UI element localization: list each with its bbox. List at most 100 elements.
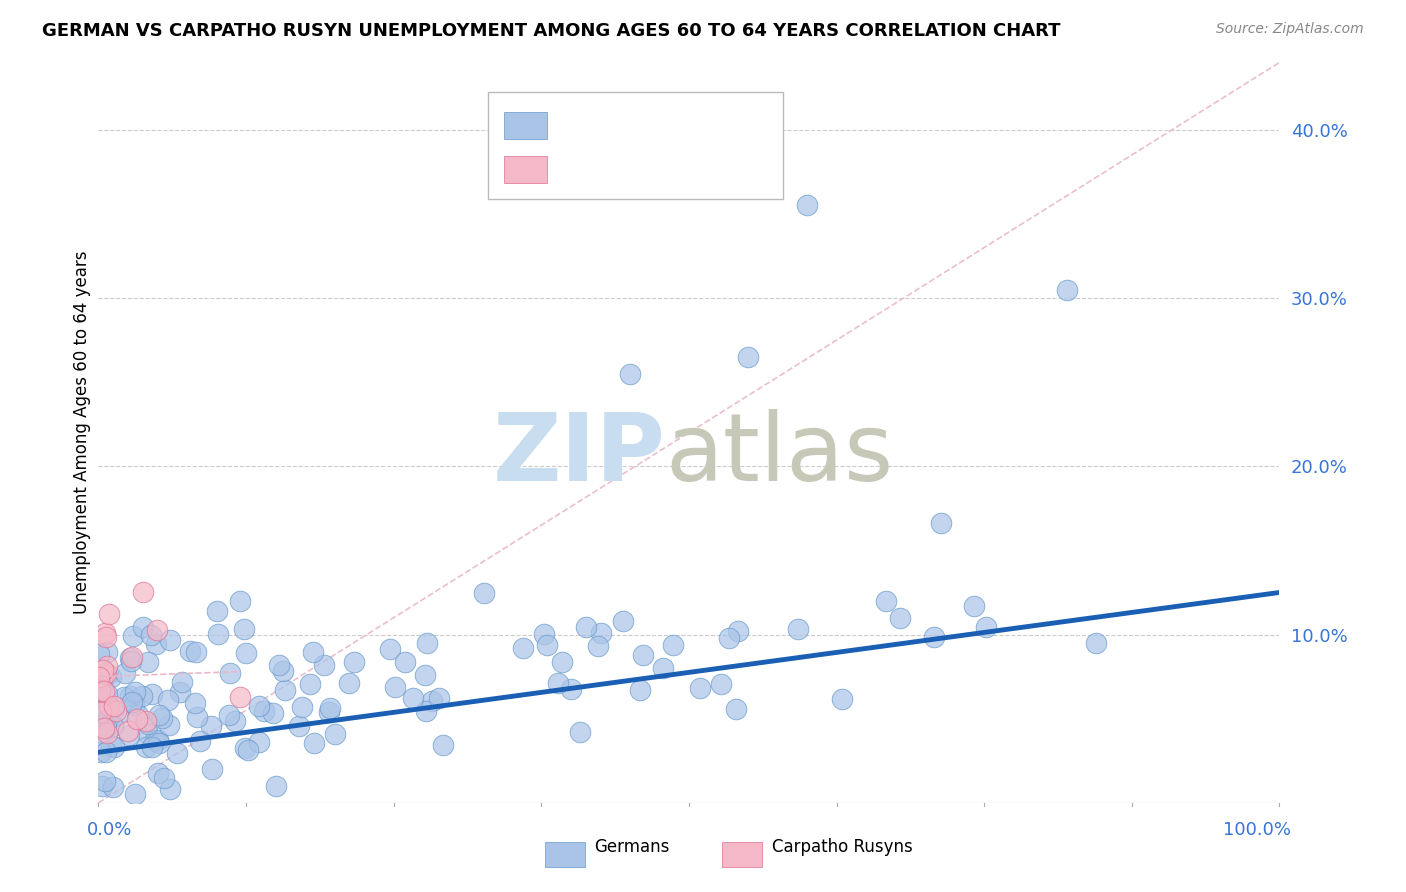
Point bbox=[929, 516, 952, 531]
Point bbox=[98, 607, 121, 622]
Point bbox=[394, 656, 416, 670]
Point bbox=[301, 645, 323, 659]
Text: R =: R = bbox=[562, 108, 602, 126]
Point bbox=[512, 640, 534, 655]
FancyBboxPatch shape bbox=[546, 842, 585, 867]
Point bbox=[725, 702, 748, 716]
Text: 0.378: 0.378 bbox=[607, 108, 659, 126]
Point bbox=[122, 698, 145, 712]
Point bbox=[146, 733, 169, 747]
Point bbox=[148, 708, 170, 723]
Point bbox=[253, 705, 276, 719]
Point bbox=[547, 675, 569, 690]
Point bbox=[87, 690, 110, 704]
Point bbox=[156, 693, 179, 707]
Point bbox=[94, 665, 117, 680]
Point bbox=[267, 657, 290, 672]
Point bbox=[93, 721, 115, 735]
Point bbox=[121, 695, 143, 709]
Point bbox=[662, 638, 685, 652]
Point bbox=[114, 665, 136, 680]
Point bbox=[166, 747, 188, 761]
Point bbox=[416, 635, 439, 649]
Point bbox=[145, 637, 167, 651]
Point bbox=[141, 687, 163, 701]
Point bbox=[90, 745, 112, 759]
Point bbox=[91, 679, 114, 693]
Point bbox=[875, 594, 897, 608]
Point bbox=[141, 628, 163, 642]
Point bbox=[337, 676, 360, 690]
Point bbox=[401, 691, 423, 706]
Point bbox=[589, 626, 612, 640]
Point bbox=[146, 623, 169, 637]
Point bbox=[169, 684, 191, 698]
Point bbox=[87, 690, 110, 704]
Point bbox=[963, 599, 986, 614]
Point bbox=[922, 630, 945, 644]
Point bbox=[233, 741, 256, 756]
Point bbox=[274, 682, 297, 697]
Text: ZIP: ZIP bbox=[492, 409, 665, 500]
Point bbox=[974, 620, 997, 634]
Point bbox=[90, 718, 112, 732]
Point bbox=[299, 676, 322, 690]
Text: 144: 144 bbox=[716, 108, 754, 126]
Point bbox=[135, 714, 157, 728]
Text: 0.055: 0.055 bbox=[607, 153, 658, 170]
Point bbox=[737, 350, 759, 364]
Point bbox=[1056, 283, 1078, 297]
Point bbox=[121, 696, 143, 710]
Point bbox=[97, 712, 120, 726]
Point bbox=[378, 642, 401, 657]
Point bbox=[718, 631, 741, 645]
FancyBboxPatch shape bbox=[503, 156, 547, 184]
Point bbox=[266, 779, 288, 793]
Point bbox=[432, 739, 454, 753]
FancyBboxPatch shape bbox=[503, 112, 547, 139]
Point bbox=[148, 736, 170, 750]
Text: Carpatho Rusyns: Carpatho Rusyns bbox=[772, 838, 912, 856]
Point bbox=[536, 638, 558, 652]
Point bbox=[100, 670, 122, 684]
Point bbox=[87, 706, 110, 720]
Point bbox=[105, 704, 128, 718]
Y-axis label: Unemployment Among Ages 60 to 64 years: Unemployment Among Ages 60 to 64 years bbox=[73, 251, 91, 615]
Point bbox=[238, 743, 260, 757]
Point bbox=[89, 670, 111, 684]
Point bbox=[103, 739, 125, 754]
Point bbox=[186, 709, 208, 723]
Point bbox=[628, 682, 651, 697]
Point bbox=[218, 707, 240, 722]
Point bbox=[831, 692, 853, 706]
Point bbox=[118, 651, 141, 665]
Point bbox=[560, 681, 582, 696]
Point bbox=[120, 654, 142, 668]
Point bbox=[159, 633, 181, 648]
Point bbox=[619, 367, 641, 381]
Point bbox=[97, 667, 120, 681]
Point bbox=[157, 717, 180, 731]
Point bbox=[575, 620, 598, 634]
Point bbox=[172, 674, 194, 689]
Point bbox=[124, 788, 146, 802]
Point bbox=[132, 619, 155, 633]
Point bbox=[228, 593, 250, 607]
Point bbox=[415, 704, 437, 718]
Point bbox=[796, 198, 818, 212]
Text: N =: N = bbox=[669, 108, 709, 126]
Text: 24: 24 bbox=[716, 153, 741, 170]
Point bbox=[87, 736, 110, 750]
Point bbox=[218, 666, 240, 681]
Text: 100.0%: 100.0% bbox=[1223, 822, 1291, 839]
Point bbox=[271, 664, 294, 678]
Point bbox=[201, 762, 224, 776]
Point bbox=[150, 711, 173, 725]
Point bbox=[233, 622, 256, 636]
Point bbox=[689, 681, 711, 696]
Point bbox=[94, 626, 117, 640]
Point bbox=[98, 699, 121, 714]
Point bbox=[200, 719, 222, 733]
Point bbox=[247, 698, 270, 713]
Point bbox=[96, 725, 118, 739]
